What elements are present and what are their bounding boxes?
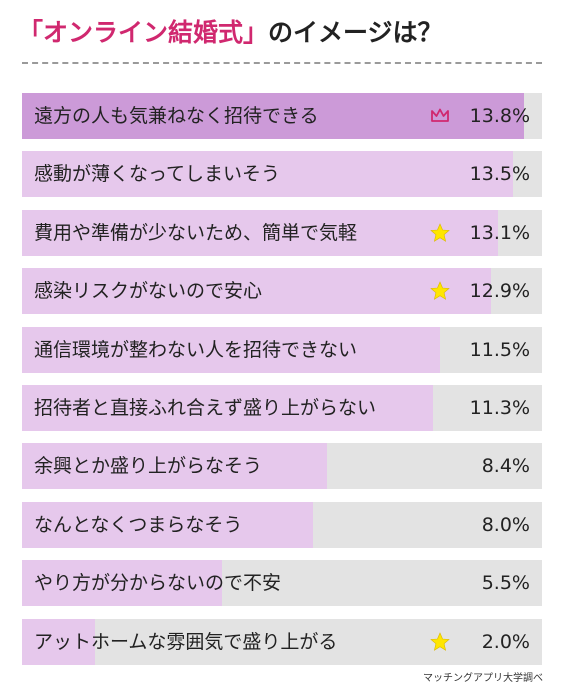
bar-row: 感動が薄くなってしまいそう 13.5% (22, 151, 542, 198)
bar-value-label: 8.0% (481, 513, 530, 536)
bar (22, 209, 499, 256)
bar-label: なんとなくつまらなそう (34, 513, 243, 536)
chart-title-highlight: 「オンライン結婚式」 (18, 18, 269, 47)
bar-label: アットホームな雰囲気で盛り上がる (34, 630, 338, 653)
bar (22, 443, 328, 490)
star-icon (430, 281, 450, 301)
bar (22, 560, 222, 607)
bar-label: やり方が分からないので不安 (34, 572, 282, 595)
bar-label: 遠方の人も気兼ねなく招待できる (34, 105, 319, 127)
bar (22, 326, 441, 373)
source-note: マッチングアプリ大学調べ (423, 673, 543, 684)
bar (22, 385, 433, 431)
bar (22, 151, 513, 198)
bar-row: なんとなくつまらなそう 8.0% (22, 501, 542, 548)
bar-value-label: 13.1% (469, 221, 530, 244)
bar-label: 感染リスクがないので安心 (34, 280, 263, 303)
bar-value-label: 5.5% (481, 572, 530, 595)
bar (22, 268, 492, 315)
bar-value-label: 8.4% (481, 455, 530, 478)
bar (22, 93, 524, 139)
bar-label: 感動が薄くなってしまいそう (34, 163, 281, 186)
bar (22, 618, 95, 665)
bar-label: 費用や準備が少ないため、簡単で気軽 (34, 221, 358, 244)
bar-label: 招待者と直接ふれ合えず盛り上がらない (34, 397, 377, 419)
bar-row: 費用や準備が少ないため、簡単で気軽 13.1% (22, 209, 542, 256)
bar-track (22, 618, 542, 665)
bar-value-label: 13.8% (469, 105, 530, 127)
bar-row: 余興とか盛り上がらなそう 8.4% (22, 443, 542, 490)
bar-value-label: 12.9% (469, 280, 530, 303)
bar-row: 招待者と直接ふれ合えず盛り上がらない 11.3% (22, 385, 542, 431)
bar-row: やり方が分からないので不安 5.5% (22, 560, 542, 607)
chart-title-rest: のイメージは？ (268, 18, 443, 47)
bar-row: アットホームな雰囲気で盛り上がる 2.0% (22, 618, 542, 665)
star-icon (430, 631, 450, 651)
bar-value-label: 13.5% (469, 163, 530, 186)
bar-label: 通信環境が整わない人を招待できない (34, 338, 358, 361)
bar-row: 通信環境が整わない人を招待できない 11.5% (22, 326, 542, 373)
title-divider (22, 62, 542, 64)
star-icon (430, 223, 450, 242)
bar-value-label: 11.3% (469, 397, 530, 419)
bar-value-label: 11.5% (469, 338, 530, 361)
bar (22, 501, 313, 548)
crown-icon (431, 108, 449, 122)
bar-value-label: 2.0% (481, 630, 530, 653)
bar-row: 遠方の人も気兼ねなく招待できる 13.8% (22, 93, 542, 139)
chart-title: 「オンライン結婚式」のイメージは？ (18, 10, 443, 56)
bar-row: 感染リスクがないので安心 12.9% (22, 268, 542, 315)
bar-label: 余興とか盛り上がらなそう (34, 455, 263, 478)
